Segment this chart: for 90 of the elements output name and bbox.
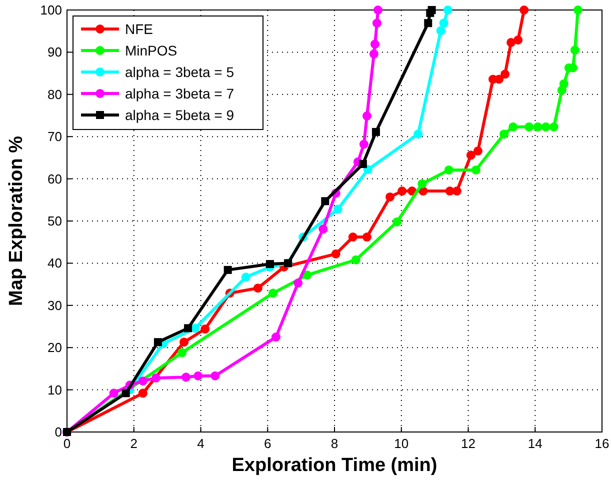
- x-tick-label: 16: [594, 436, 610, 451]
- point: [520, 6, 529, 14]
- point: [439, 18, 448, 28]
- point: [452, 186, 462, 196]
- point: [359, 140, 368, 149]
- x-tick-label: 14: [528, 436, 542, 451]
- point: [369, 49, 378, 58]
- point: [178, 348, 187, 358]
- point: [508, 122, 518, 132]
- y-tick-label: 80: [48, 86, 62, 102]
- y-tick-label: 20: [48, 340, 62, 356]
- y-axis-title: Map Exploration %: [6, 136, 27, 306]
- point: [253, 284, 262, 293]
- x-tick-label: 8: [330, 436, 338, 451]
- point: [358, 160, 367, 168]
- point: [570, 46, 580, 55]
- point: [506, 38, 516, 47]
- point: [573, 6, 582, 14]
- point: [348, 232, 358, 242]
- point: [370, 40, 380, 49]
- point: [210, 371, 220, 380]
- y-tick-label: 90: [48, 44, 62, 60]
- point: [443, 6, 452, 14]
- point: [362, 232, 372, 242]
- point: [549, 122, 558, 132]
- x-tick-label: 4: [197, 436, 204, 451]
- point: [331, 249, 340, 258]
- point: [500, 70, 510, 79]
- point: [418, 179, 427, 188]
- point: [194, 371, 203, 380]
- point: [373, 6, 382, 14]
- point: [466, 150, 476, 160]
- point: [224, 266, 232, 274]
- point: [138, 376, 148, 386]
- legend-label: alpha = 3beta = 5: [125, 64, 234, 80]
- point: [122, 389, 130, 398]
- point: [109, 388, 118, 398]
- point: [351, 255, 360, 264]
- point: [268, 288, 278, 298]
- point: [321, 197, 330, 206]
- y-tick-label: 40: [48, 256, 62, 271]
- legend-label: alpha = 3beta = 7: [125, 86, 234, 102]
- y-tick-label: 100: [40, 2, 62, 18]
- point: [392, 217, 402, 226]
- point: [471, 165, 480, 174]
- y-tick-label: 70: [48, 129, 62, 144]
- x-tick-label: 12: [461, 436, 476, 451]
- point: [436, 26, 446, 36]
- point: [414, 130, 423, 139]
- point: [428, 6, 436, 14]
- point: [559, 79, 568, 88]
- point: [372, 18, 382, 28]
- point: [533, 122, 542, 132]
- point: [362, 111, 372, 120]
- point: [182, 372, 191, 382]
- legend-label: alpha = 5beta = 9: [125, 107, 234, 123]
- point: [138, 388, 148, 398]
- y-tick-label: 10: [48, 382, 62, 398]
- y-tick-label: 50: [48, 214, 62, 228]
- point: [372, 128, 380, 136]
- point: [424, 19, 432, 28]
- point: [180, 338, 189, 347]
- point: [151, 373, 160, 382]
- point: [541, 122, 550, 132]
- point: [294, 278, 303, 288]
- point: [514, 35, 523, 44]
- point: [266, 260, 274, 268]
- x-axis-title: Exploration Time (min): [232, 455, 438, 476]
- point: [184, 324, 192, 332]
- y-tick-label: 30: [48, 298, 62, 313]
- point: [154, 338, 162, 346]
- y-tick-label: 0: [54, 424, 62, 440]
- point: [333, 204, 342, 214]
- x-tick-label: 10: [394, 436, 409, 451]
- point: [318, 224, 328, 234]
- point: [473, 146, 482, 156]
- point: [271, 332, 280, 342]
- x-tick-label: 6: [264, 436, 272, 451]
- point: [524, 122, 534, 132]
- point: [500, 130, 509, 139]
- point: [241, 272, 250, 282]
- y-tick-label: 60: [48, 171, 62, 186]
- legend-label: NFE: [125, 21, 153, 37]
- point: [444, 165, 454, 174]
- point: [386, 192, 395, 202]
- point: [200, 324, 210, 334]
- point: [302, 270, 312, 280]
- x-tick-label: 2: [130, 436, 138, 451]
- legend-label: MinPOS: [125, 42, 178, 58]
- point: [398, 186, 407, 196]
